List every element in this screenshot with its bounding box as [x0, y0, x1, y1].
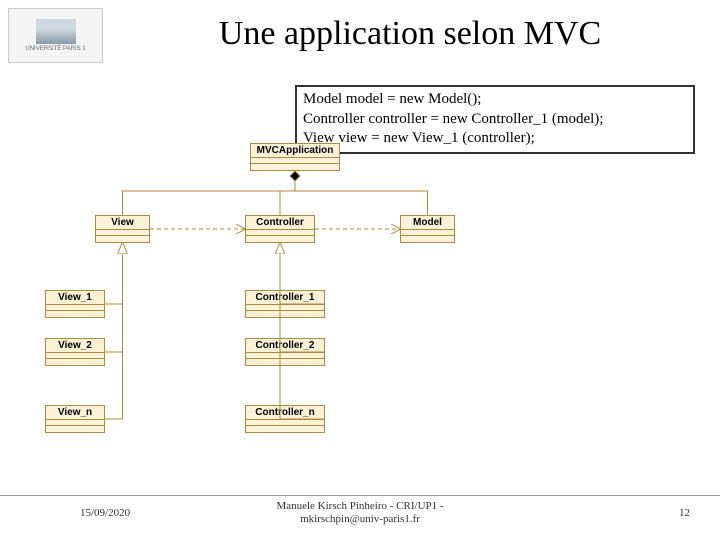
- uml-class-View: View: [95, 215, 150, 243]
- footer-author: Manuele Kirsch Pinheiro - CRI/UP1 - mkir…: [0, 500, 720, 526]
- slide-title: Une application selon MVC: [120, 15, 700, 53]
- uml-methods: [246, 359, 324, 365]
- code-line: Model model = new Model();: [303, 90, 687, 110]
- uml-class-Model: Model: [400, 215, 455, 243]
- uml-class-name: Controller_1: [246, 291, 324, 305]
- code-snippet-box: Model model = new Model(); Controller co…: [295, 85, 695, 154]
- uml-class-name: View_1: [46, 291, 104, 305]
- uml-class-Controller_1: Controller_1: [245, 290, 325, 318]
- uml-methods: [251, 164, 339, 170]
- logo-image: [36, 19, 76, 44]
- uml-class-name: MVCApplication: [251, 144, 339, 158]
- uml-class-name: View_2: [46, 339, 104, 353]
- uml-class-View_n: View_n: [45, 405, 105, 433]
- uml-class-name: View: [96, 216, 149, 230]
- uml-class-Controller_2: Controller_2: [245, 338, 325, 366]
- uml-methods: [401, 236, 454, 242]
- uml-methods: [46, 359, 104, 365]
- footer-page-number: 12: [679, 507, 690, 519]
- uml-connections: [0, 0, 720, 540]
- logo-text: UNIVERSITÉ PARIS 1: [25, 46, 85, 52]
- uml-class-name: Controller_n: [246, 406, 324, 420]
- uml-class-View_1: View_1: [45, 290, 105, 318]
- uml-methods: [46, 426, 104, 432]
- uml-class-Controller_n: Controller_n: [245, 405, 325, 433]
- uml-methods: [46, 311, 104, 317]
- uml-methods: [246, 236, 314, 242]
- uml-class-Controller: Controller: [245, 215, 315, 243]
- uml-class-name: Model: [401, 216, 454, 230]
- uml-class-name: Controller_2: [246, 339, 324, 353]
- uml-methods: [246, 311, 324, 317]
- uml-class-name: Controller: [246, 216, 314, 230]
- uml-methods: [246, 426, 324, 432]
- uml-class-MVCApplication: MVCApplication: [250, 143, 340, 171]
- slide-footer: 15/09/2020 Manuele Kirsch Pinheiro - CRI…: [0, 495, 720, 530]
- university-logo: UNIVERSITÉ PARIS 1: [8, 8, 103, 63]
- uml-class-name: View_n: [46, 406, 104, 420]
- code-line: Controller controller = new Controller_1…: [303, 110, 687, 130]
- uml-class-View_2: View_2: [45, 338, 105, 366]
- uml-methods: [96, 236, 149, 242]
- code-line: View view = new View_1 (controller);: [303, 129, 687, 149]
